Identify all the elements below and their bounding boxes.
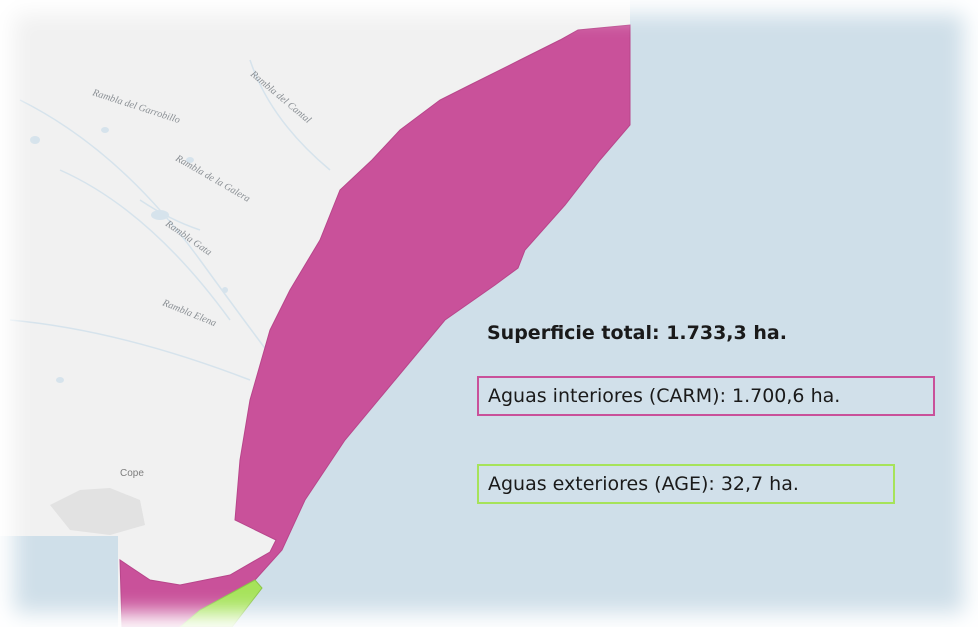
sea (180, 0, 978, 627)
total-area: Superficie total: 1.733,3 ha. (487, 322, 787, 344)
exterior-area: Aguas exteriores (AGE): 32,7 ha. (477, 464, 895, 504)
interior-waters (119, 24, 631, 627)
interior-area: Aguas interiores (CARM): 1.700,6 ha. (477, 376, 935, 416)
exterior-waters (179, 579, 263, 627)
sea-bay (0, 536, 118, 627)
town-label: Cope (120, 468, 144, 479)
town-area (50, 488, 145, 535)
ponds (30, 127, 228, 383)
